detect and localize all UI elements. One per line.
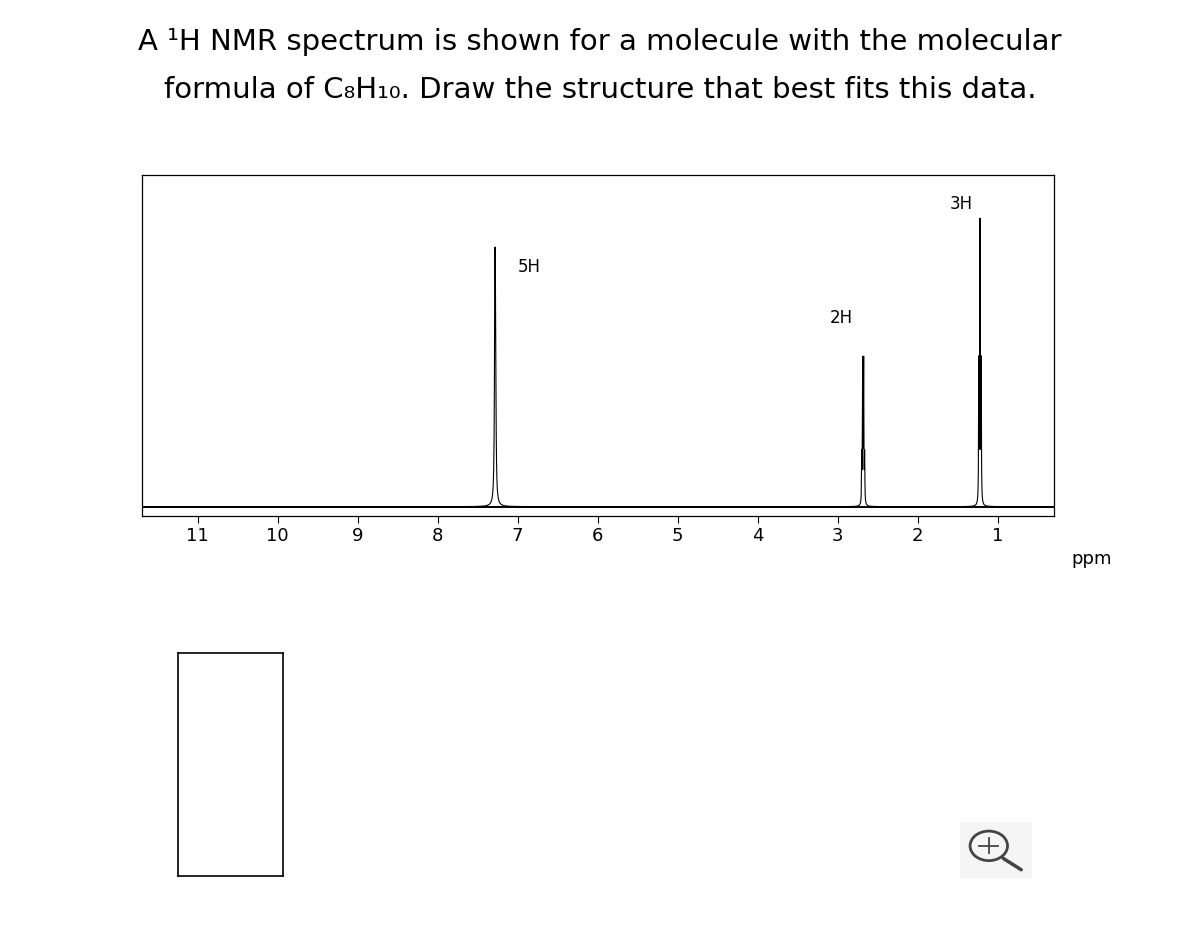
FancyBboxPatch shape [955, 818, 1037, 883]
Text: 2H: 2H [830, 309, 853, 327]
Text: 5H: 5H [518, 259, 541, 277]
Text: A ¹H NMR spectrum is shown for a molecule with the molecular: A ¹H NMR spectrum is shown for a molecul… [138, 28, 1062, 57]
Text: ppm: ppm [1072, 550, 1112, 568]
Text: formula of C₈H₁₀. Draw the structure that best fits this data.: formula of C₈H₁₀. Draw the structure tha… [163, 76, 1037, 104]
Text: 3H: 3H [950, 195, 973, 213]
